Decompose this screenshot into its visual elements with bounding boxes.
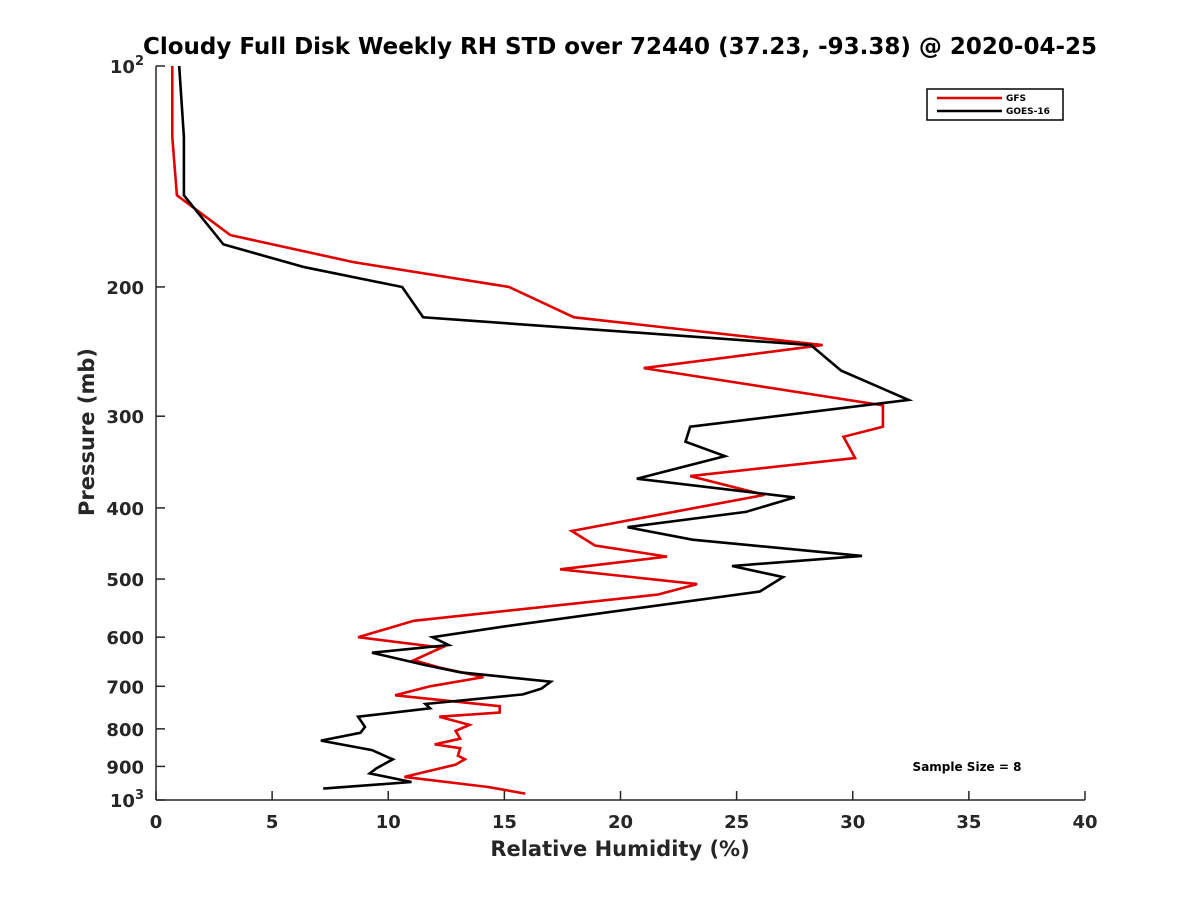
y-tick-label: 300: [106, 407, 144, 428]
y-tick-label: 103: [110, 788, 144, 812]
y-tick-label: 400: [106, 499, 144, 520]
y-tick-label: 800: [106, 720, 144, 741]
x-tick-label: 10: [376, 812, 401, 833]
x-tick-label: 15: [492, 812, 517, 833]
legend-label-gfs: GFS: [1006, 94, 1026, 104]
y-axis-label: Pressure (mb): [75, 348, 99, 516]
legend-label-goes16: GOES-16: [1006, 107, 1050, 117]
x-tick-label: 0: [150, 812, 163, 833]
axes: 0 5 10 15 20 25 30 35 40 102 200 300 400 500 600 700 800…: [106, 54, 1097, 833]
x-tick-label: 30: [840, 812, 865, 833]
x-tick-label: 5: [266, 812, 279, 833]
chart-title: Cloudy Full Disk Weekly RH STD over 7244…: [143, 34, 1097, 60]
y-tick-label: 900: [106, 757, 144, 778]
x-tick-label: 25: [724, 812, 749, 833]
x-tick-label: 40: [1072, 812, 1097, 833]
y-tick-label: 500: [106, 570, 144, 591]
y-tick-label: 700: [106, 677, 144, 698]
sample-size-annotation: Sample Size = 8: [913, 760, 1022, 774]
legend-box: [926, 88, 1064, 121]
y-tick-label: 200: [106, 278, 144, 299]
x-tick-label: 20: [608, 812, 633, 833]
series-line-goes16: [177, 65, 914, 790]
series-line-gfs: [171, 66, 885, 795]
y-tick-label: 102: [110, 54, 144, 78]
x-axis-label: Relative Humidity (%): [490, 837, 749, 861]
x-tick-label: 35: [956, 812, 981, 833]
y-tick-label: 600: [106, 628, 144, 649]
legend: GFS GOES-16: [926, 88, 1064, 121]
series-layer: [171, 65, 914, 795]
